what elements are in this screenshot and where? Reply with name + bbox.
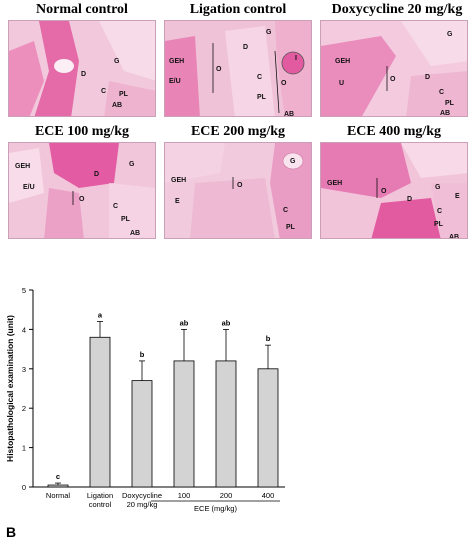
bar bbox=[89, 336, 111, 488]
micrograph-ligation-control: D G GEH E/U O C O PL I AB bbox=[164, 20, 312, 117]
group-label: ECE (mg/kg) bbox=[194, 504, 237, 513]
y-tick-label: 0 bbox=[22, 483, 26, 492]
micrograph-ece-400: GEH G E O D C PL AB bbox=[320, 142, 468, 239]
label-AB: AB bbox=[440, 110, 450, 117]
label-PL: PL bbox=[121, 216, 131, 223]
label-C: C bbox=[283, 207, 288, 214]
label-C: C bbox=[113, 203, 118, 210]
label-E-U: E/U bbox=[169, 78, 181, 85]
label-C: C bbox=[101, 88, 106, 95]
label-C: C bbox=[257, 74, 262, 81]
label-D: D bbox=[425, 74, 430, 81]
label-GEH: GEH bbox=[171, 177, 186, 184]
label-O: O bbox=[390, 76, 396, 83]
label-O: O bbox=[381, 188, 387, 195]
significance-letter: ab bbox=[222, 318, 231, 327]
panel-title-2: Doxycycline 20 mg/kg bbox=[331, 2, 463, 17]
label-GEH: GEH bbox=[335, 58, 350, 65]
x-tick-label: 400 bbox=[262, 491, 275, 500]
significance-letter: ab bbox=[180, 318, 189, 327]
y-tick-label: 2 bbox=[22, 404, 26, 413]
label-D: D bbox=[94, 171, 99, 178]
label-PL: PL bbox=[445, 100, 455, 107]
label-G: G bbox=[447, 31, 453, 38]
label-G: G bbox=[435, 184, 441, 191]
label-O-2: O bbox=[281, 80, 287, 87]
x-tick-label: 20 mg/kg bbox=[127, 500, 158, 509]
label-GEH: GEH bbox=[169, 58, 184, 65]
label-O: O bbox=[216, 66, 222, 73]
y-tick-label: 4 bbox=[22, 325, 26, 334]
label-E-U: E/U bbox=[23, 184, 35, 191]
micrograph-ece-100: GEH E/U D G O C PL AB bbox=[8, 142, 156, 239]
label-I: I bbox=[295, 55, 297, 62]
panel-title-0: Normal control bbox=[36, 2, 128, 17]
label-AB: AB bbox=[449, 234, 459, 239]
label-PL: PL bbox=[434, 221, 444, 228]
bar bbox=[131, 380, 153, 488]
bar bbox=[47, 484, 69, 488]
micrograph-ece-200: G GEH E O C PL bbox=[164, 142, 312, 239]
significance-letter: c bbox=[56, 472, 60, 481]
x-tick-label: Ligation bbox=[87, 491, 113, 500]
label-PL: PL bbox=[286, 224, 296, 231]
figure-letter: B bbox=[6, 524, 17, 540]
x-tick-label: Doxycycline bbox=[122, 491, 162, 500]
label-E: E bbox=[175, 198, 180, 205]
bar bbox=[215, 360, 237, 488]
label-PL: PL bbox=[257, 94, 267, 101]
panel-title-1: Ligation control bbox=[189, 2, 287, 17]
label-AB: AB bbox=[112, 102, 122, 109]
label-U: U bbox=[339, 80, 344, 87]
label-PL: PL bbox=[119, 91, 129, 98]
micrograph-normal-control: D G C PL AB bbox=[8, 20, 156, 117]
label-E: E bbox=[455, 193, 460, 200]
significance-letter: a bbox=[98, 311, 103, 320]
panel-title-4: ECE 200 mg/kg bbox=[190, 124, 286, 139]
panel-title-3: ECE 100 mg/kg bbox=[34, 124, 130, 139]
significance-letter: b bbox=[266, 334, 271, 343]
label-C: C bbox=[439, 89, 444, 96]
y-axis-label: Histopathological examination (unit) bbox=[5, 315, 15, 462]
bar bbox=[173, 360, 195, 488]
y-tick-label: 1 bbox=[22, 444, 26, 453]
x-tick-label: Normal bbox=[46, 491, 71, 500]
label-D: D bbox=[243, 44, 248, 51]
label-D: D bbox=[81, 71, 86, 78]
label-O: O bbox=[237, 182, 243, 189]
y-tick-label: 3 bbox=[22, 365, 26, 374]
label-GEH: GEH bbox=[327, 180, 342, 187]
y-tick-label: 5 bbox=[22, 286, 26, 295]
label-G: G bbox=[290, 158, 296, 165]
panel-title-5: ECE 400 mg/kg bbox=[346, 124, 442, 139]
label-O: O bbox=[79, 196, 85, 203]
x-tick-label: 100 bbox=[178, 491, 191, 500]
bar bbox=[257, 368, 279, 488]
label-D: D bbox=[407, 196, 412, 203]
label-G: G bbox=[266, 29, 272, 36]
label-G: G bbox=[129, 161, 135, 168]
x-tick-label: 200 bbox=[220, 491, 233, 500]
label-GEH: GEH bbox=[15, 163, 30, 170]
label-AB: AB bbox=[284, 111, 294, 117]
histopathology-bar-chart: 0 1 2 3 4 5 Histopathological examination (uni… bbox=[5, 286, 285, 513]
label-AB: AB bbox=[130, 230, 140, 237]
label-C: C bbox=[437, 208, 442, 215]
x-tick-label: control bbox=[89, 500, 112, 509]
label-G: G bbox=[114, 58, 120, 65]
micrograph-doxycycline: G GEH U O D C PL AB bbox=[320, 20, 468, 117]
significance-letter: b bbox=[140, 350, 145, 359]
